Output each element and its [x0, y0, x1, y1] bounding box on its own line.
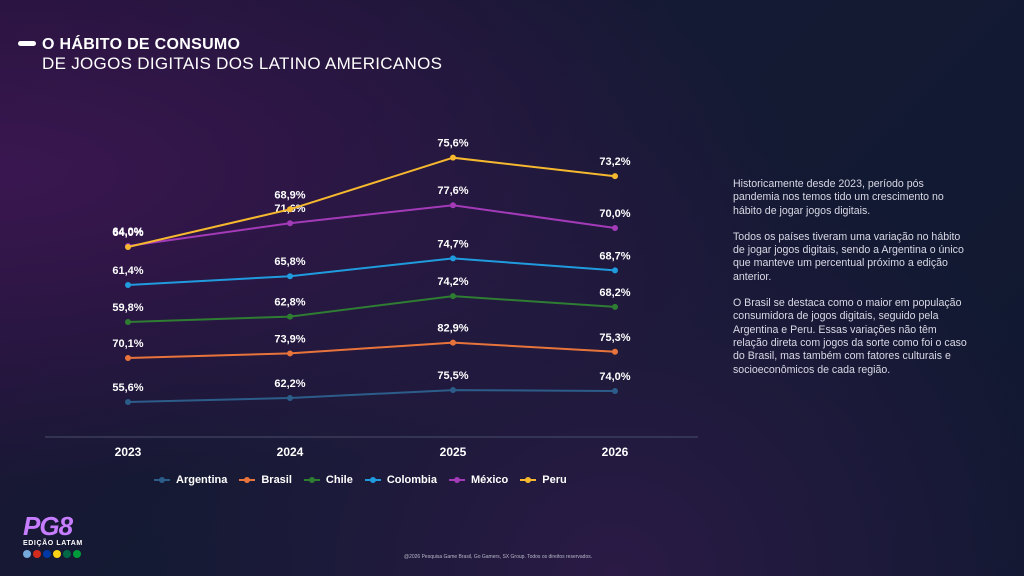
data-label-argentina-2026: 74,0%	[599, 371, 630, 383]
page-title: O HÁBITO DE CONSUMO	[42, 36, 241, 53]
data-point-chile-2025	[450, 293, 456, 300]
x-tick-label-2024: 2024	[277, 445, 304, 459]
x-tick-label-2023: 2023	[115, 445, 142, 459]
flag-icon-5	[63, 550, 71, 558]
data-point-argentina-2024	[287, 395, 293, 402]
data-label-colombia-2024: 65,8%	[274, 256, 305, 268]
description-paragraph-2: Todos os países tiveram uma variação no …	[733, 230, 964, 283]
data-label-chile-2024: 62,8%	[274, 297, 305, 309]
data-point-peru-2024	[287, 206, 293, 213]
series-line-colombia	[127, 257, 616, 286]
data-point-brasil-2023	[125, 355, 131, 361]
data-point-colombia-2025	[450, 255, 456, 262]
data-point-chile-2024	[287, 313, 293, 320]
data-label-colombia-2026: 68,7%	[599, 250, 630, 262]
legend-label-colombia: Colombia	[386, 474, 437, 486]
data-point-colombia-2023	[125, 282, 131, 288]
data-point-mexico-2025	[450, 202, 456, 209]
data-label-mexico-2023: 64,0%	[112, 226, 143, 238]
data-point-brasil-2024	[287, 350, 293, 357]
data-point-peru-2023	[125, 244, 131, 250]
data-label-brasil-2024: 73,9%	[274, 333, 305, 345]
logo-flags	[23, 550, 93, 558]
logo-edition: EDIÇÃO LATAM	[23, 540, 83, 547]
data-label-peru-2023: 64,0%	[112, 227, 143, 239]
legend-swatch-chile	[303, 477, 320, 483]
flag-icon-2	[33, 550, 41, 558]
data-label-brasil-2026: 75,3%	[599, 332, 630, 344]
data-point-argentina-2025	[450, 387, 456, 394]
flag-icon-3	[43, 550, 51, 558]
page-subtitle: DE JOGOS DIGITAIS DOS LATINO AMERICANOS	[42, 54, 443, 73]
data-label-argentina-2023: 55,6%	[112, 382, 143, 394]
description-panel: Historicamente desde 2023, período pós p…	[733, 178, 973, 390]
title-accent-bar	[18, 41, 36, 46]
series-line-chile	[127, 295, 616, 323]
data-point-brasil-2026	[612, 348, 618, 355]
data-point-peru-2026	[612, 173, 618, 180]
legend-label-chile: Chile	[325, 474, 353, 486]
data-label-chile-2026: 68,2%	[599, 287, 630, 299]
legend-label-mexico: México	[470, 474, 509, 486]
data-label-mexico-2025: 77,6%	[437, 185, 468, 197]
legend-swatch-mexico	[448, 477, 465, 483]
data-point-peru-2025	[450, 154, 456, 161]
legend-swatch-brasil	[239, 477, 256, 483]
data-label-peru-2025: 75,6%	[437, 138, 468, 150]
data-point-mexico-2026	[612, 225, 618, 231]
legend-item-chile: Chile	[303, 474, 353, 486]
data-label-brasil-2025: 82,9%	[437, 323, 468, 335]
description-paragraph-1: Historicamente desde 2023, período pós p…	[733, 178, 944, 217]
data-point-brasil-2025	[450, 339, 456, 346]
legend-label-peru: Peru	[542, 474, 567, 486]
legend-item-mexico: México	[448, 474, 509, 486]
data-label-chile-2025: 74,2%	[437, 276, 468, 288]
data-label-colombia-2023: 61,4%	[112, 265, 143, 277]
flag-icon-4	[53, 550, 61, 558]
copyright-footer: @2026 Pesquisa Game Brasil, Go Gamers, S…	[404, 554, 593, 560]
legend-swatch-argentina	[154, 477, 170, 483]
legend-item-brasil: Brasil	[239, 474, 292, 486]
data-point-mexico-2024	[287, 220, 293, 227]
data-label-peru-2026: 73,2%	[599, 156, 630, 168]
data-label-mexico-2026: 70,0%	[599, 208, 630, 220]
legend-item-peru: Peru	[520, 474, 567, 486]
legend-label-argentina: Argentina	[176, 474, 228, 486]
logo-mark: PG8	[23, 511, 73, 541]
series-line-brasil	[127, 341, 616, 359]
data-point-chile-2023	[125, 319, 131, 325]
data-point-argentina-2026	[612, 387, 618, 394]
series-line-peru	[127, 156, 616, 248]
legend-item-colombia: Colombia	[364, 474, 437, 486]
line-chart: 2023 2024 2025 2026 55,6% 62,2% 75,5% 74,0% 70,1…	[45, 138, 698, 459]
flag-icon-6	[73, 550, 81, 558]
chart-legend: Argentina Brasil Chile Colombia México Peru	[154, 474, 567, 486]
series-line-mexico	[127, 204, 616, 247]
legend-label-brasil: Brasil	[261, 474, 292, 486]
data-point-colombia-2024	[287, 273, 293, 280]
data-label-peru-2024: 68,9%	[274, 189, 305, 201]
pgb-logo: PG8 EDIÇÃO LATAM	[23, 511, 93, 558]
series-line-argentina	[127, 389, 616, 403]
legend-swatch-peru	[520, 477, 537, 483]
data-point-chile-2026	[612, 303, 618, 310]
data-label-argentina-2024: 62,2%	[274, 378, 305, 390]
legend-swatch-colombia	[364, 477, 381, 483]
flag-icon-1	[23, 550, 31, 558]
data-label-brasil-2023: 70,1%	[112, 338, 143, 350]
legend-item-argentina: Argentina	[154, 474, 227, 486]
data-label-argentina-2025: 75,5%	[437, 370, 468, 382]
data-label-colombia-2025: 74,7%	[437, 238, 468, 250]
data-label-chile-2023: 59,8%	[112, 302, 143, 314]
x-tick-label-2025: 2025	[440, 445, 467, 459]
description-paragraph-3: O Brasil se destaca como o maior em popu…	[733, 297, 967, 376]
data-point-colombia-2026	[612, 267, 618, 274]
data-point-argentina-2023	[125, 399, 131, 405]
x-tick-label-2026: 2026	[602, 445, 629, 459]
